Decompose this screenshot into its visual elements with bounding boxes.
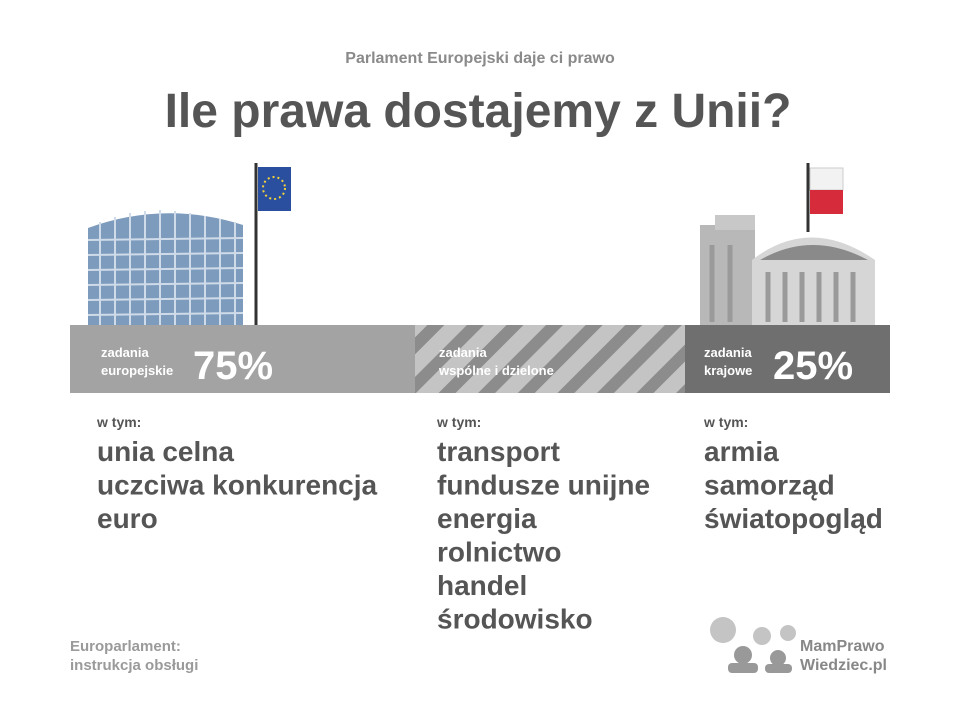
logo-text: Wiedziec.pl: [800, 657, 887, 674]
footer-text: Europarlament:: [70, 638, 181, 655]
share: 25%: [773, 344, 853, 388]
list-item: euro: [97, 503, 158, 534]
list-item: światopogląd: [704, 503, 883, 534]
shared-segment: [415, 325, 685, 393]
list-intro: w tym:: [436, 414, 481, 430]
segment-label: europejskie: [101, 363, 173, 378]
logo-icon: [710, 617, 796, 673]
list-item: środowisko: [437, 604, 593, 635]
eu-segment: [70, 325, 415, 393]
logo-text: MamPrawo: [800, 638, 885, 655]
footer-text: instrukcja obsługi: [70, 657, 198, 674]
segment-label: zadania: [704, 345, 752, 360]
segment-label: zadania: [101, 345, 149, 360]
segment-label: krajowe: [704, 363, 752, 378]
national-segment: [685, 325, 890, 393]
list-item: handel: [437, 570, 527, 601]
segment-label: wspólne i dzielone: [438, 363, 554, 378]
list-item: unia celna: [97, 436, 234, 467]
pl-building: [700, 163, 875, 325]
segment-label: zadania: [439, 345, 487, 360]
list-item: energia: [437, 503, 537, 534]
title: Ile prawa dostajemy z Unii?: [165, 85, 792, 138]
list-intro: w tym:: [96, 414, 141, 430]
list-item: fundusze unijne: [437, 470, 650, 501]
kicker: Parlament Europejski daje ci prawo: [345, 50, 615, 67]
eu-building: [87, 163, 291, 325]
list-intro: w tym:: [703, 414, 748, 430]
list-item: samorząd: [704, 470, 835, 501]
list-item: rolnictwo: [437, 537, 561, 568]
list-item: transport: [437, 436, 560, 467]
list-item: armia: [704, 436, 779, 467]
list-item: uczciwa konkurencja: [97, 470, 378, 501]
share: 75%: [193, 344, 273, 388]
